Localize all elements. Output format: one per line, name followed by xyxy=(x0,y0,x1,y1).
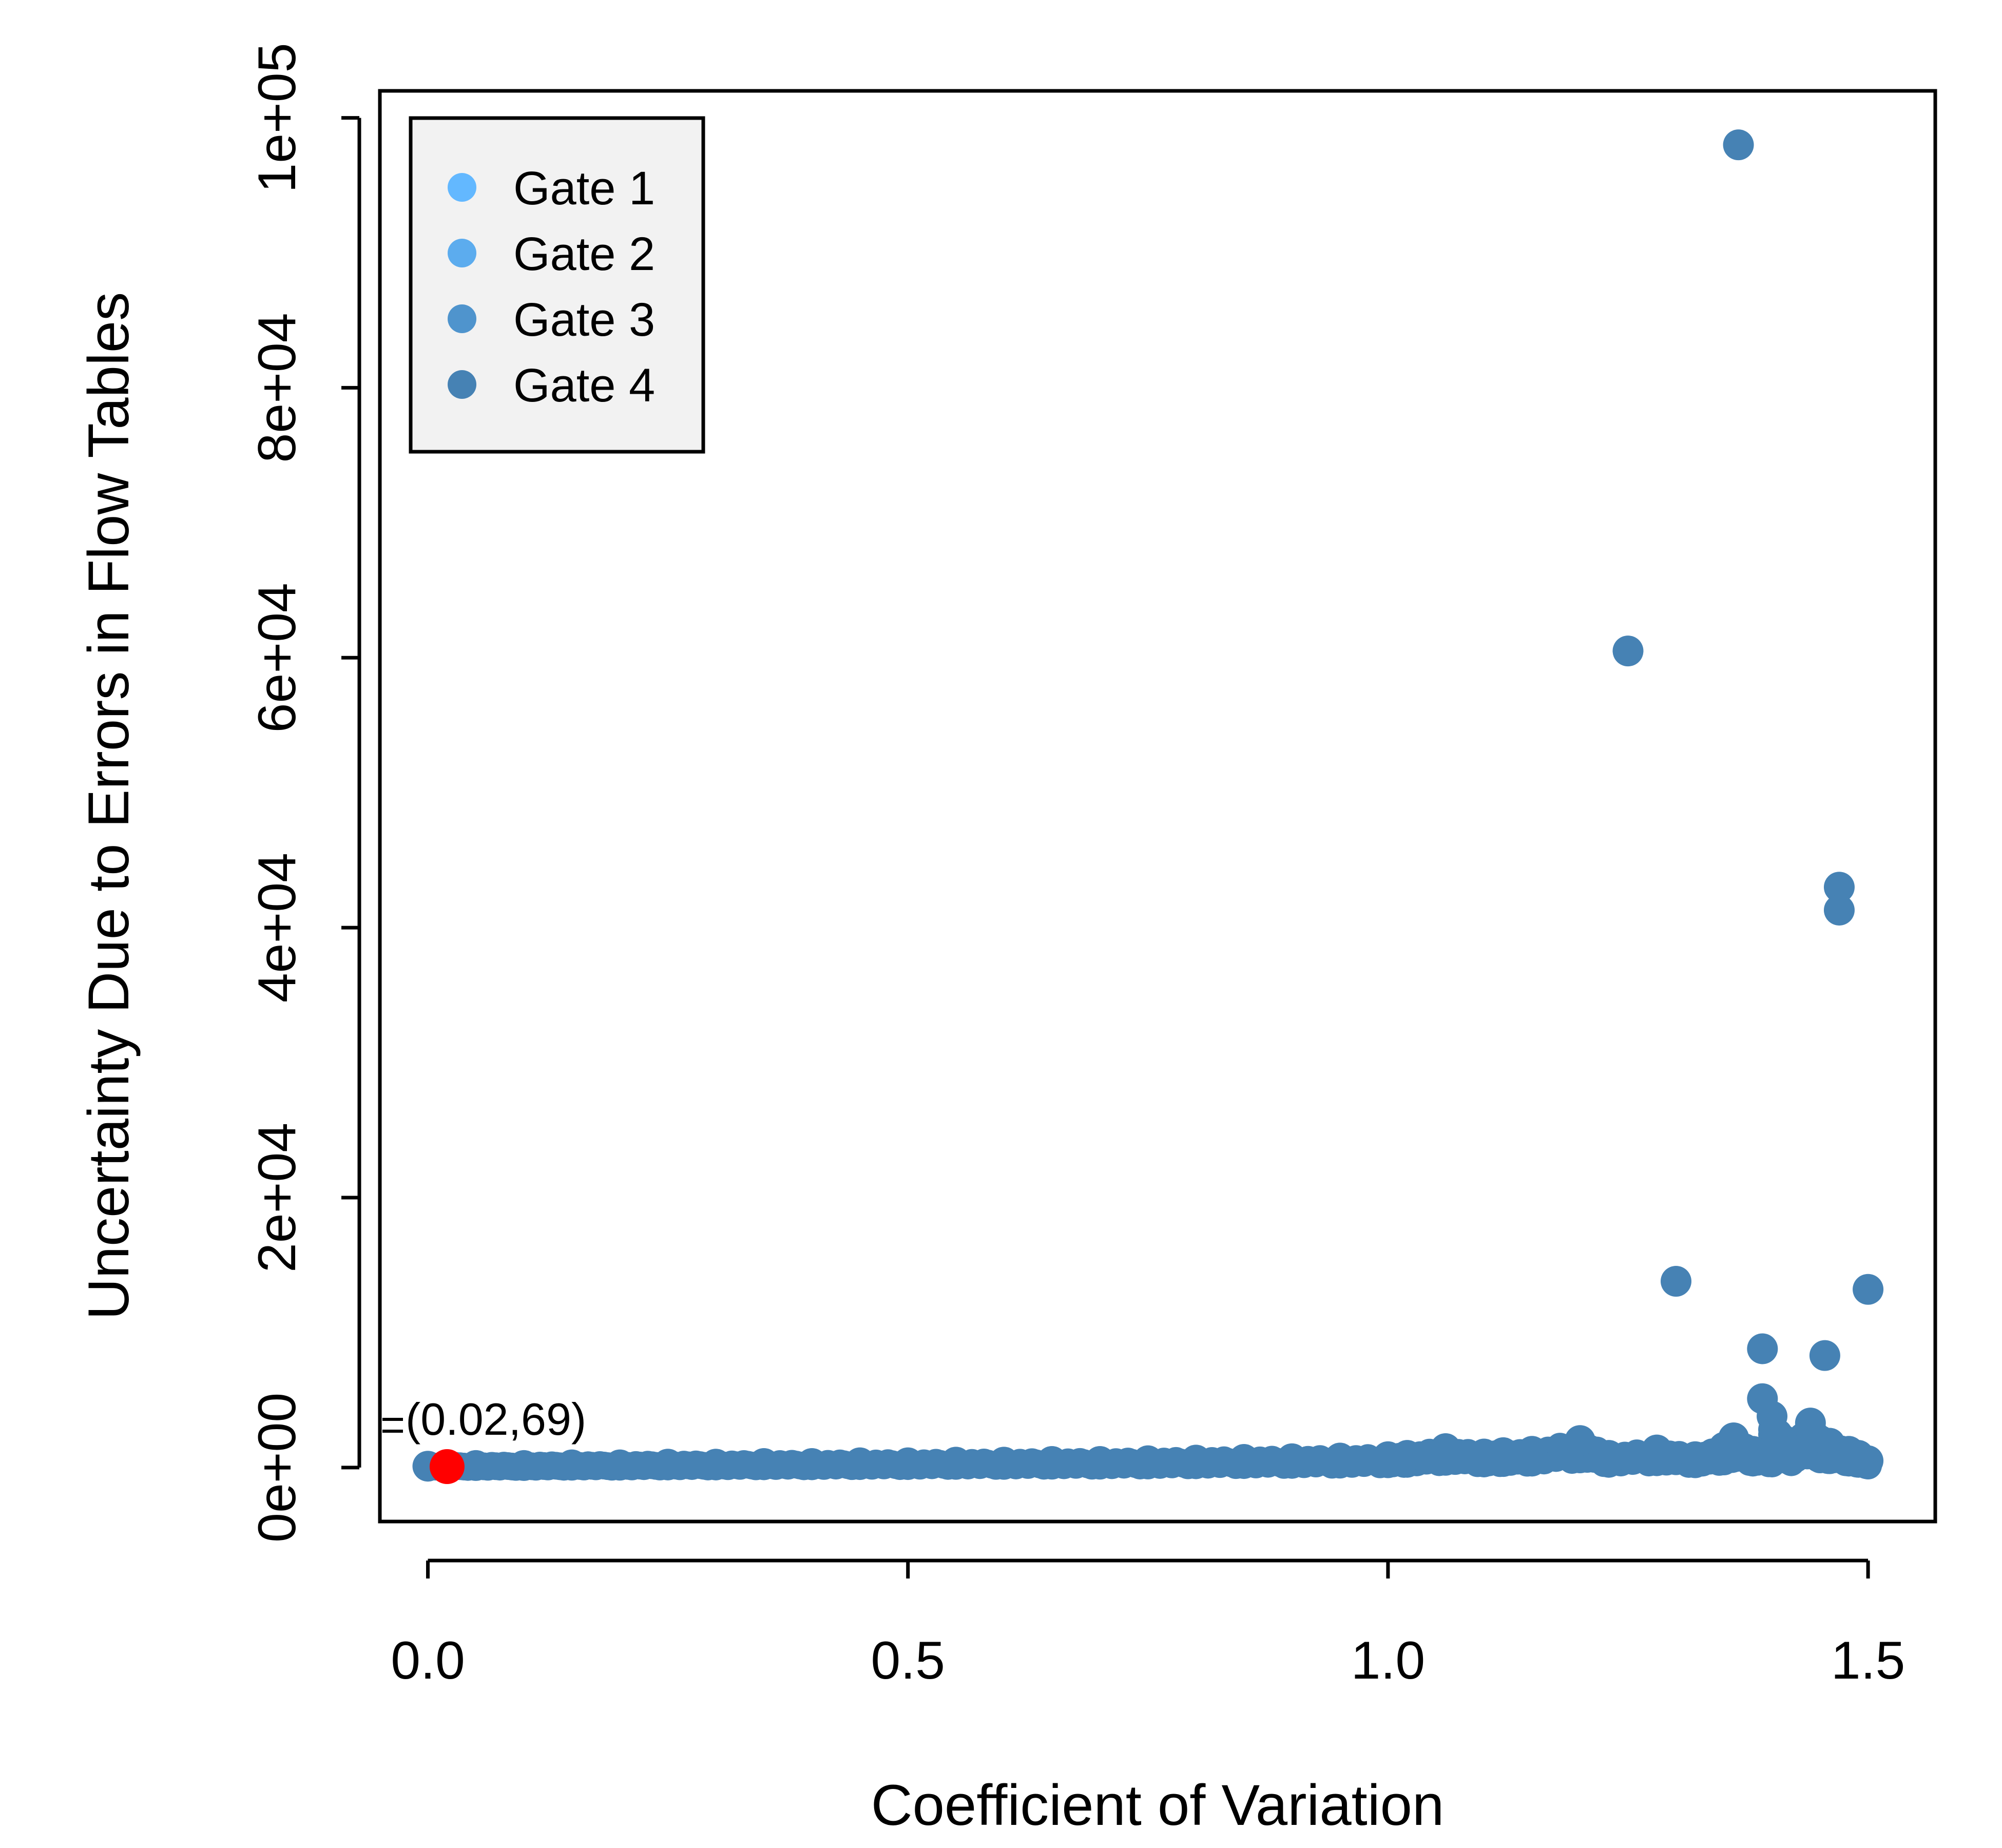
data-point xyxy=(1747,1333,1778,1364)
legend-marker xyxy=(448,370,476,399)
data-point xyxy=(796,1448,827,1479)
data-point xyxy=(1180,1445,1211,1476)
y-tick-label: 0e+00 xyxy=(247,1393,307,1543)
data-point xyxy=(1392,1440,1423,1471)
legend-marker xyxy=(448,304,476,333)
x-tick-label: 1.5 xyxy=(1831,1631,1905,1690)
data-point xyxy=(652,1449,684,1480)
x-axis: 0.0 0.5 1.0 1.5 xyxy=(391,1558,1905,1690)
data-point xyxy=(1853,1274,1884,1305)
legend-label: Gate 1 xyxy=(513,162,655,215)
y-tick-label: 1e+05 xyxy=(247,43,307,193)
data-point xyxy=(1324,1442,1356,1474)
data-point xyxy=(1488,1437,1519,1468)
x-tick-label: 0.5 xyxy=(871,1631,945,1690)
data-point xyxy=(460,1450,492,1481)
legend-label: Gate 3 xyxy=(513,294,655,346)
y-tick-label: 8e+04 xyxy=(247,313,307,463)
data-point xyxy=(556,1449,588,1480)
legend-label: Gate 4 xyxy=(513,359,655,412)
y-tick-label: 6e+04 xyxy=(247,583,307,733)
data-point xyxy=(1430,1433,1461,1465)
y-tick-label: 4e+04 xyxy=(247,853,307,1003)
legend-marker xyxy=(448,173,476,202)
data-point xyxy=(1823,894,1855,926)
data-point xyxy=(1723,129,1754,161)
data-point xyxy=(508,1450,540,1481)
highlight-layer: (0.02,69) xyxy=(382,1394,586,1485)
x-tick-label: 0.0 xyxy=(391,1631,465,1690)
data-point xyxy=(1516,1436,1548,1467)
data-point xyxy=(1757,1400,1788,1432)
data-point xyxy=(1564,1425,1595,1456)
data-point xyxy=(892,1447,923,1478)
data-point xyxy=(1228,1444,1260,1475)
x-tick-label: 1.0 xyxy=(1351,1631,1426,1690)
data-point xyxy=(1661,1265,1691,1297)
data-point xyxy=(1853,1445,1884,1476)
data-point xyxy=(700,1449,732,1480)
y-axis-title: Uncertainty Due to Errors in Flow Tables xyxy=(76,292,141,1320)
data-point xyxy=(748,1448,780,1479)
data-point xyxy=(1809,1340,1840,1371)
legend: Gate 1 Gate 2 Gate 3 Gate 4 xyxy=(409,116,705,454)
data-point xyxy=(1084,1446,1115,1477)
legend-label: Gate 2 xyxy=(513,228,655,280)
data-point xyxy=(1036,1446,1068,1477)
data-point xyxy=(1276,1443,1307,1474)
data-point xyxy=(1823,872,1855,903)
data-point xyxy=(1776,1434,1807,1466)
y-axis: 0e+00 2e+04 4e+04 6e+04 8e+04 1e+05 xyxy=(247,43,361,1543)
data-point xyxy=(1593,1440,1625,1471)
data-point xyxy=(604,1449,636,1480)
data-point xyxy=(1612,636,1644,667)
x-axis-title: Coefficient of Variation xyxy=(871,1773,1445,1837)
highlight-label: (0.02,69) xyxy=(406,1394,586,1445)
data-point xyxy=(844,1447,876,1478)
points-layer xyxy=(412,129,1884,1482)
data-point xyxy=(940,1447,972,1478)
data-point xyxy=(1680,1441,1711,1472)
legend-marker xyxy=(448,239,476,267)
data-point xyxy=(988,1447,1019,1478)
highlight-point xyxy=(429,1449,465,1485)
plot-frame xyxy=(378,89,1937,1524)
data-point xyxy=(1132,1445,1164,1476)
data-point xyxy=(1641,1434,1672,1466)
y-tick-label: 2e+04 xyxy=(247,1123,307,1273)
